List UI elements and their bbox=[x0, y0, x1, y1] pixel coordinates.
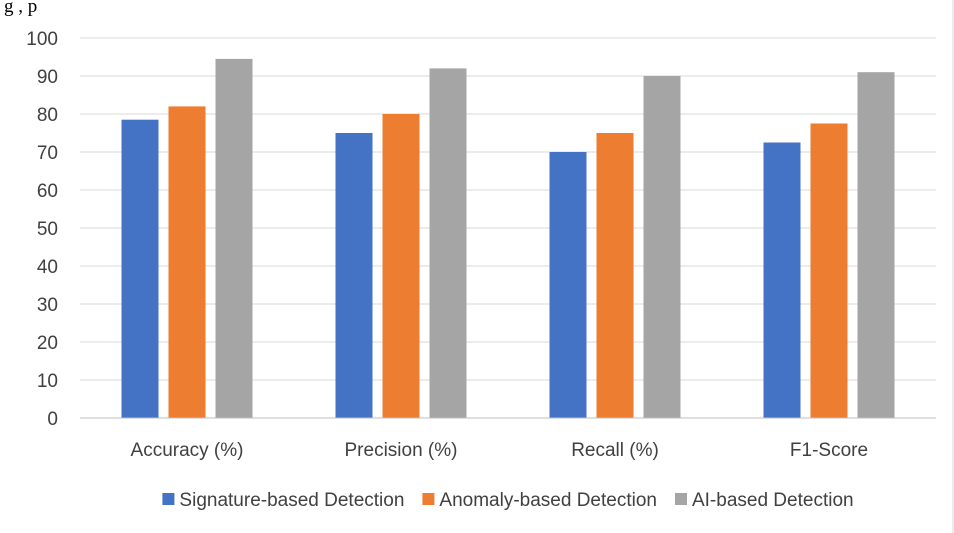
y-tick-label: 40 bbox=[37, 257, 58, 278]
legend-swatch bbox=[162, 493, 175, 505]
legend-label: AI-based Detection bbox=[692, 490, 854, 511]
legend-swatch bbox=[422, 493, 435, 505]
legend: Signature-based Detection Anomaly-based D… bbox=[162, 490, 854, 511]
category-labels: Accuracy (%) Precision (%) Recall (%) F1-Sc… bbox=[131, 440, 869, 461]
bar-1-4 bbox=[763, 142, 801, 418]
bar-3-4 bbox=[857, 72, 895, 418]
y-tick-label: 70 bbox=[37, 143, 58, 164]
bar-3-3 bbox=[643, 76, 681, 418]
y-tick-label: 20 bbox=[37, 333, 58, 354]
cropped-header-text: g , p bbox=[4, 0, 37, 17]
bar-2-1 bbox=[168, 106, 206, 419]
bar-3-2 bbox=[429, 68, 467, 419]
bar-1-2 bbox=[335, 133, 373, 418]
y-tick-label: 10 bbox=[37, 371, 58, 392]
legend-label: Anomaly-based Detection bbox=[439, 490, 657, 511]
bar-2-4 bbox=[810, 123, 848, 418]
bar-2-3 bbox=[596, 133, 634, 418]
y-tick-label: 80 bbox=[37, 105, 58, 126]
bar-3-1 bbox=[215, 58, 253, 419]
gridlines bbox=[80, 37, 936, 381]
y-axis-tick-labels: 0 10 20 30 40 50 60 70 80 90 100 bbox=[26, 29, 58, 430]
category-label: Recall (%) bbox=[571, 440, 659, 461]
bar-2-2 bbox=[382, 114, 420, 418]
category-label: Accuracy (%) bbox=[131, 440, 244, 461]
y-tick-label: 0 bbox=[47, 409, 58, 430]
y-tick-label: 30 bbox=[37, 295, 58, 316]
category-label: Precision (%) bbox=[345, 440, 458, 461]
y-tick-label: 90 bbox=[37, 67, 58, 88]
bar-1-3 bbox=[549, 152, 587, 418]
y-tick-label: 60 bbox=[37, 181, 58, 202]
category-label: F1-Score bbox=[790, 440, 868, 461]
legend-swatch bbox=[674, 493, 687, 505]
legend-label: Signature-based Detection bbox=[179, 490, 404, 511]
bar-1-1 bbox=[121, 119, 159, 418]
y-tick-label: 100 bbox=[26, 29, 58, 50]
bars bbox=[121, 58, 895, 419]
y-tick-label: 50 bbox=[37, 219, 58, 240]
